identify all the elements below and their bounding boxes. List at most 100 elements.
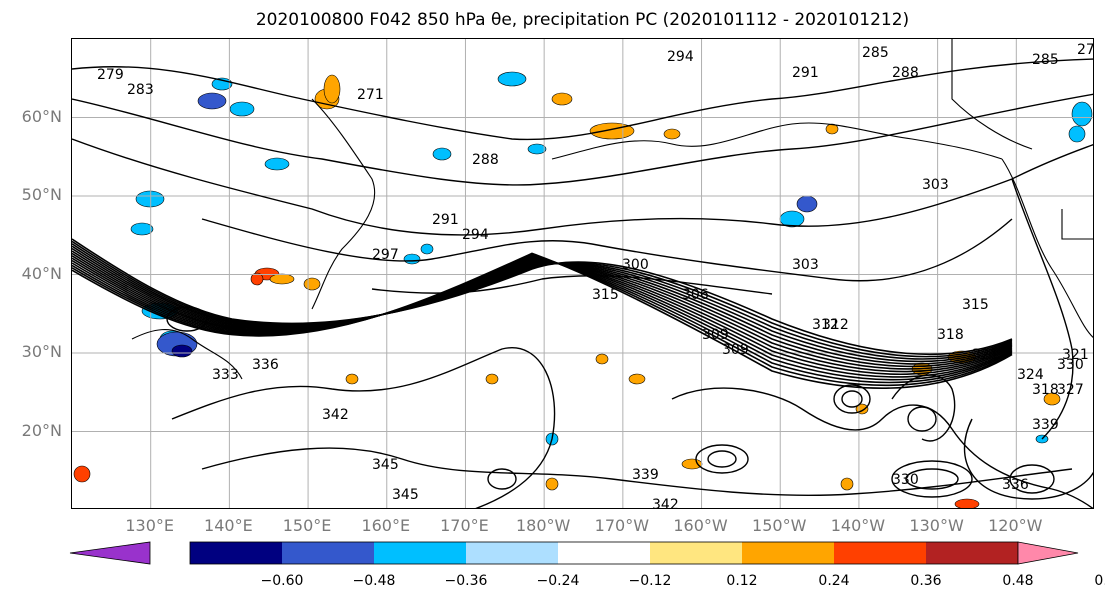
theta-e-contour: [72, 243, 1013, 360]
precip-pc-patch: [345, 373, 359, 385]
colorbar-box: [742, 542, 834, 564]
colorbar-tick-label: −0.36: [444, 573, 488, 589]
precip-pc-patch: [681, 458, 703, 470]
theta-e-closed-contour: [841, 390, 863, 408]
theta-e-contour: [891, 374, 956, 442]
contour-label: 288: [472, 152, 499, 168]
precip-pc-patch: [229, 101, 255, 117]
longitude-label: 180°W: [515, 516, 571, 535]
colorbar-box: [650, 542, 742, 564]
colorbar-box: [190, 542, 282, 564]
longitude-label: 140°E: [204, 516, 253, 535]
coastline: [551, 122, 1003, 160]
coastline: [951, 39, 1033, 150]
precip-pc-patch: [420, 243, 434, 255]
contour-label: 327: [1057, 382, 1084, 398]
theta-e-closed-contour: [907, 406, 937, 432]
colorbar-extend-max: [1017, 541, 1079, 565]
colorbar-tick-label: −0.60: [260, 573, 304, 589]
contour-label: 312: [822, 317, 849, 333]
latitude-label: 50°N: [21, 185, 62, 204]
theta-e-contour: [72, 93, 1093, 186]
precip-pc-patch: [250, 272, 264, 286]
precip-pc-patch: [595, 353, 609, 365]
longitude-label: 150°W: [752, 516, 807, 535]
precip-pc-patch: [796, 195, 818, 213]
theta-e-contour: [72, 254, 1013, 384]
theta-e-contour: [72, 247, 1013, 365]
longitude-label: 120°W: [988, 516, 1043, 535]
colorbar-box: [282, 542, 374, 564]
coastline: [311, 98, 376, 310]
colorbar-box: [374, 542, 466, 564]
precip-pc-patch: [1068, 125, 1086, 143]
coastlines: [131, 39, 1093, 380]
theta-e-contour: [371, 275, 773, 295]
precip-pc-patch: [527, 143, 547, 155]
coastline: [1061, 209, 1093, 240]
coastline: [131, 328, 243, 380]
precip-pc-patch: [954, 498, 980, 508]
contour-label: 297: [372, 247, 399, 263]
longitude-label: 130°W: [909, 516, 964, 535]
contour-label: 283: [127, 82, 154, 98]
longitude-label: 150°E: [282, 516, 332, 535]
longitude-label: 160°E: [361, 516, 411, 535]
precip-pc-patch: [545, 477, 559, 491]
precip-pc-patch: [264, 157, 290, 171]
precip-pc-patch: [303, 277, 321, 291]
theta-e-contour: [963, 418, 1093, 500]
precip-pc-patch: [269, 273, 295, 285]
contour-label: 309: [722, 342, 749, 358]
contour-label: 294: [462, 227, 489, 243]
colorbar-tick-label: 0.24: [818, 573, 850, 589]
precip-pc-patch: [323, 74, 341, 104]
longitude-label: 160°W: [673, 516, 728, 535]
longitude-label: 170°W: [594, 516, 650, 535]
theta-e-closed-contour: [891, 460, 973, 498]
theta-e-contour: [72, 245, 1013, 363]
precip-pc-patch: [840, 477, 854, 491]
theta-e-contour: [1011, 178, 1074, 440]
theta-e-closed-contour: [695, 444, 749, 474]
theta-e-contour: [72, 257, 1013, 378]
contour-label: 324: [1017, 367, 1044, 383]
theta-e-contour: [72, 257, 1013, 375]
colorbar-tick-label: −0.12: [628, 573, 672, 589]
contour-label: 285: [1032, 52, 1059, 68]
latitude-label: 60°N: [21, 106, 62, 126]
precip-pc-patch: [628, 373, 646, 385]
contour-label: 315: [962, 297, 989, 313]
map-panel: 2792832712942852912882852792883032912942…: [71, 38, 1094, 509]
theta-e-contour: [72, 252, 1013, 389]
contour-label: 330: [1057, 357, 1084, 373]
contour-label: 303: [922, 177, 949, 193]
precip-pc-patch: [171, 344, 193, 358]
theta-e-contour: [72, 255, 1013, 373]
theta-e-contour: [72, 256, 1013, 381]
precip-pc-patch: [825, 123, 839, 135]
contour-label: 330: [892, 472, 919, 488]
longitude-label: 140°W: [830, 516, 886, 535]
theta-e-contour: [671, 387, 1093, 508]
contour-label: 321: [972, 347, 999, 363]
latitude-label: 30°N: [21, 342, 62, 361]
contour-label: 339: [632, 467, 659, 483]
longitude-label: 130°E: [125, 516, 175, 535]
contour-label: 318: [937, 327, 964, 343]
precip-pc-patch: [551, 92, 573, 106]
contour-label: 312: [812, 317, 839, 333]
precip-pc-patch: [135, 190, 165, 208]
contour-label: 291: [432, 212, 459, 228]
colorbar-tick-label: −0.48: [352, 573, 396, 589]
longitude-label: 170°E: [440, 516, 489, 535]
colorbar-tick-label: 0.48: [1002, 573, 1034, 589]
precip-pc-patch: [1043, 392, 1061, 406]
theta-e-closed-contour: [1009, 464, 1055, 494]
theta-e-contour: [201, 218, 1013, 282]
theta-e-contours: [72, 58, 1093, 508]
contour-label: 306: [682, 287, 709, 303]
theta-e-contour: [72, 240, 1013, 358]
contour-label: 339: [1032, 417, 1059, 433]
colorbar-box: [558, 542, 650, 564]
